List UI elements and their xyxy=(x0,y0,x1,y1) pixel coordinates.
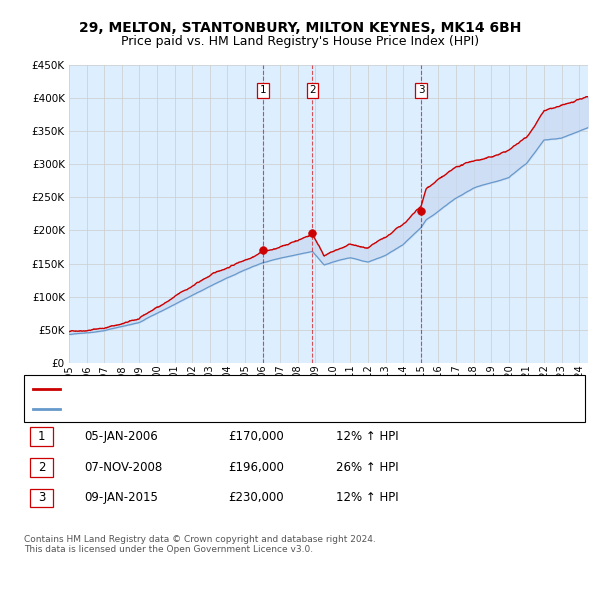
Text: 2: 2 xyxy=(38,461,45,474)
Text: £196,000: £196,000 xyxy=(228,461,284,474)
Text: 09-JAN-2015: 09-JAN-2015 xyxy=(84,491,158,504)
Text: 12% ↑ HPI: 12% ↑ HPI xyxy=(336,491,398,504)
Text: Contains HM Land Registry data © Crown copyright and database right 2024.
This d: Contains HM Land Registry data © Crown c… xyxy=(24,535,376,554)
Text: 26% ↑ HPI: 26% ↑ HPI xyxy=(336,461,398,474)
Text: HPI: Average price, semi-detached house, Milton Keynes: HPI: Average price, semi-detached house,… xyxy=(65,404,359,414)
Text: 2: 2 xyxy=(309,85,316,95)
Text: 05-JAN-2006: 05-JAN-2006 xyxy=(84,430,158,443)
Text: 1: 1 xyxy=(38,430,45,443)
Text: £230,000: £230,000 xyxy=(228,491,284,504)
Text: 29, MELTON, STANTONBURY, MILTON KEYNES, MK14 6BH: 29, MELTON, STANTONBURY, MILTON KEYNES, … xyxy=(79,21,521,35)
Text: 07-NOV-2008: 07-NOV-2008 xyxy=(84,461,162,474)
Text: 29, MELTON, STANTONBURY, MILTON KEYNES, MK14 6BH (semi-detached house): 29, MELTON, STANTONBURY, MILTON KEYNES, … xyxy=(65,384,482,394)
Text: 3: 3 xyxy=(418,85,425,95)
Text: 1: 1 xyxy=(259,85,266,95)
Text: 12% ↑ HPI: 12% ↑ HPI xyxy=(336,430,398,443)
Text: Price paid vs. HM Land Registry's House Price Index (HPI): Price paid vs. HM Land Registry's House … xyxy=(121,35,479,48)
Text: £170,000: £170,000 xyxy=(228,430,284,443)
Text: 3: 3 xyxy=(38,491,45,504)
